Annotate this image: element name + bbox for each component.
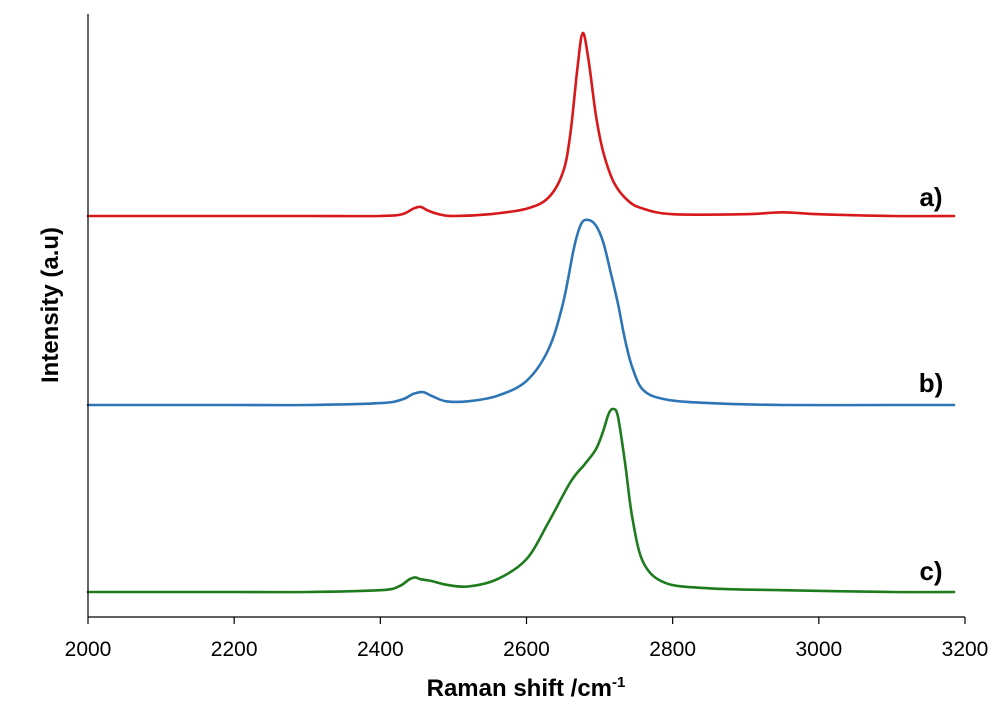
x-tick-label: 3000 bbox=[795, 638, 842, 661]
curve-labels: a) b) c) bbox=[919, 182, 944, 586]
curve-label-a: a) bbox=[919, 182, 942, 212]
x-axis-ticks: 2000 2200 2400 2600 2800 3000 3200 bbox=[65, 617, 989, 661]
curve-label-c: c) bbox=[919, 556, 942, 586]
series-line-b bbox=[86, 218, 956, 407]
series-line-c bbox=[86, 407, 956, 594]
x-tick-label: 2800 bbox=[649, 638, 696, 661]
x-tick-label: 3200 bbox=[942, 638, 989, 661]
x-tick-label: 2000 bbox=[65, 638, 112, 661]
series-line-a bbox=[86, 31, 956, 218]
y-axis-title: Intensity (a.u) bbox=[37, 227, 64, 383]
x-axis-title: Raman shift /cm-1 bbox=[427, 674, 626, 702]
x-tick-label: 2600 bbox=[503, 638, 550, 661]
curve-label-b: b) bbox=[919, 368, 944, 398]
x-tick-label: 2200 bbox=[211, 638, 258, 661]
plot-area bbox=[86, 31, 956, 594]
x-tick-label: 2400 bbox=[357, 638, 404, 661]
